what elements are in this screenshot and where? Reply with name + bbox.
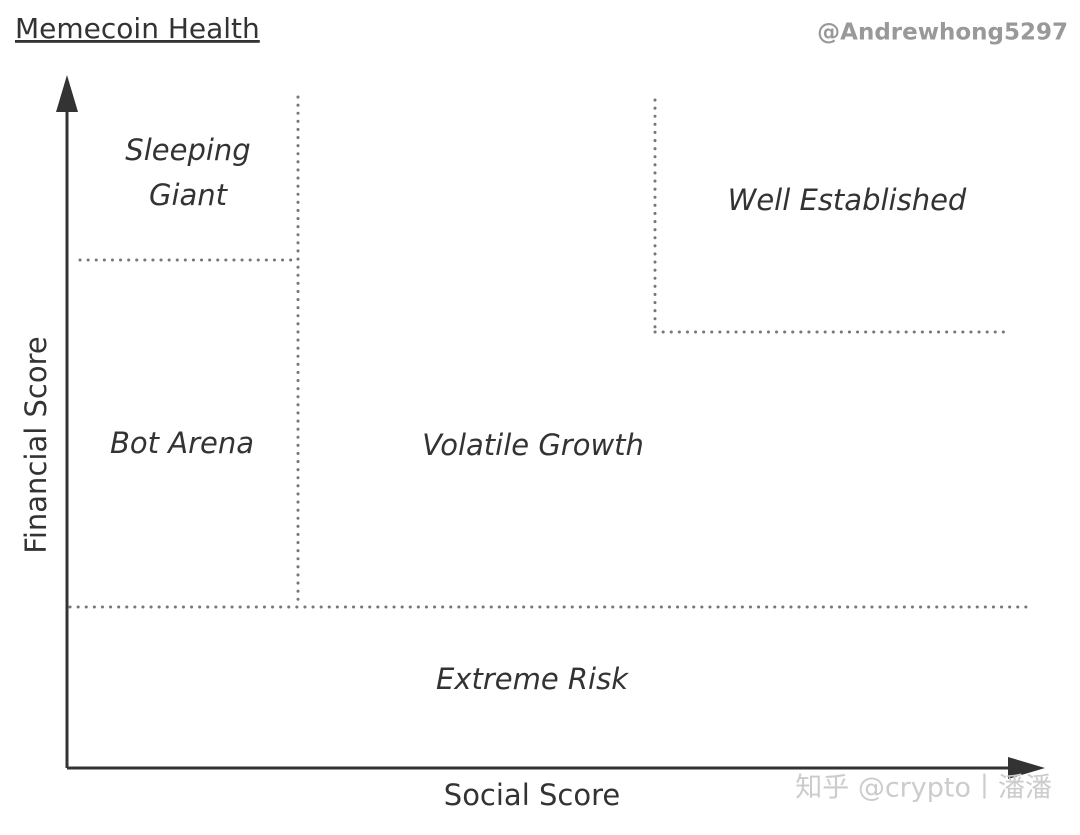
x-arrow xyxy=(1008,757,1045,779)
watermark: 知乎 @crypto丨潘潘 xyxy=(795,773,1052,804)
region-label: Sleeping xyxy=(125,133,250,167)
region-label: Bot Arena xyxy=(110,426,254,460)
region-label: Volatile Growth xyxy=(422,428,644,462)
region-label: Well Established xyxy=(728,183,967,217)
x-axis-label: Social Score xyxy=(444,778,620,812)
y-arrow xyxy=(56,75,78,112)
region-label: Extreme Risk xyxy=(436,662,629,696)
region-label: Giant xyxy=(149,178,229,212)
title: Memecoin Health xyxy=(15,12,260,45)
author: @Andrewhong5297 xyxy=(817,20,1068,46)
y-axis-label: Financial Score xyxy=(19,336,53,553)
